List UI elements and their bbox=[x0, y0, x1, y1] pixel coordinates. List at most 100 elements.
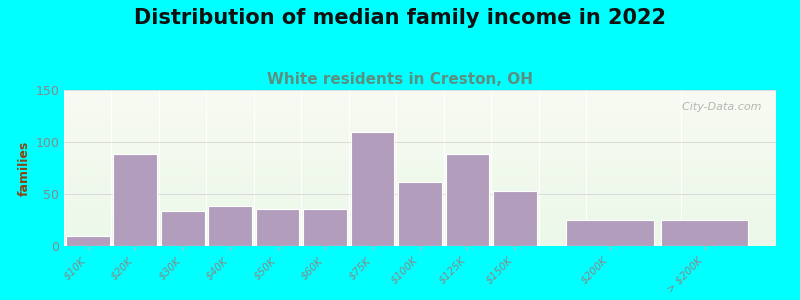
Text: White residents in Creston, OH: White residents in Creston, OH bbox=[267, 72, 533, 87]
Bar bbox=[64, 126, 776, 128]
Bar bbox=[64, 92, 776, 93]
Bar bbox=[64, 187, 776, 188]
Bar bbox=[64, 218, 776, 220]
Bar bbox=[64, 177, 776, 179]
Bar bbox=[446, 154, 490, 246]
Bar bbox=[64, 151, 776, 152]
Bar bbox=[64, 132, 776, 134]
Bar bbox=[64, 140, 776, 142]
Bar bbox=[64, 224, 776, 226]
Bar bbox=[64, 129, 776, 130]
Bar bbox=[64, 167, 776, 168]
Bar bbox=[208, 206, 252, 246]
Bar bbox=[64, 232, 776, 233]
Bar bbox=[64, 162, 776, 163]
Bar bbox=[64, 221, 776, 223]
Bar bbox=[64, 93, 776, 95]
Bar bbox=[64, 194, 776, 196]
Bar bbox=[64, 112, 776, 113]
Bar bbox=[64, 169, 776, 171]
Bar bbox=[64, 95, 776, 96]
Bar bbox=[64, 199, 776, 201]
Bar bbox=[64, 168, 776, 170]
Bar bbox=[64, 154, 776, 155]
Bar bbox=[64, 240, 776, 241]
Bar bbox=[64, 182, 776, 184]
Bar bbox=[64, 135, 776, 137]
Bar bbox=[64, 152, 776, 154]
Bar bbox=[303, 208, 347, 246]
Bar bbox=[64, 120, 776, 121]
Bar bbox=[64, 157, 776, 159]
Bar bbox=[64, 201, 776, 202]
Bar bbox=[64, 176, 776, 177]
Bar bbox=[64, 193, 776, 194]
Text: Distribution of median family income in 2022: Distribution of median family income in … bbox=[134, 8, 666, 28]
Bar bbox=[64, 103, 776, 104]
Bar bbox=[64, 143, 776, 145]
Bar bbox=[256, 208, 299, 246]
Bar bbox=[64, 159, 776, 160]
Bar bbox=[64, 110, 776, 112]
Bar bbox=[64, 226, 776, 227]
Bar bbox=[161, 211, 205, 246]
Bar bbox=[64, 181, 776, 182]
Bar bbox=[64, 244, 776, 246]
Bar bbox=[64, 101, 776, 103]
Bar bbox=[64, 113, 776, 115]
Bar bbox=[64, 188, 776, 190]
Bar bbox=[64, 235, 776, 237]
Bar bbox=[64, 163, 776, 165]
Bar bbox=[64, 124, 776, 126]
Bar bbox=[64, 149, 776, 151]
Bar bbox=[64, 208, 776, 210]
Y-axis label: families: families bbox=[18, 140, 31, 196]
Bar bbox=[64, 185, 776, 187]
Bar bbox=[64, 145, 776, 146]
Bar bbox=[64, 204, 776, 206]
Bar bbox=[64, 137, 776, 138]
Bar bbox=[64, 220, 776, 221]
Bar bbox=[64, 104, 776, 106]
Bar bbox=[64, 174, 776, 176]
Text: City-Data.com: City-Data.com bbox=[675, 103, 762, 112]
Bar bbox=[64, 171, 776, 173]
Bar bbox=[64, 233, 776, 235]
Bar bbox=[64, 90, 776, 92]
Bar bbox=[64, 216, 776, 218]
Bar bbox=[64, 243, 776, 244]
Bar bbox=[64, 99, 776, 101]
Bar bbox=[64, 115, 776, 116]
Bar bbox=[64, 118, 776, 120]
Bar bbox=[64, 202, 776, 204]
Bar bbox=[64, 123, 776, 124]
Bar bbox=[661, 220, 749, 246]
Bar bbox=[398, 182, 442, 246]
Bar bbox=[64, 191, 776, 193]
Bar bbox=[566, 220, 654, 246]
Bar bbox=[64, 223, 776, 224]
Bar bbox=[64, 138, 776, 140]
Bar bbox=[64, 238, 776, 240]
Bar bbox=[64, 207, 776, 208]
Bar bbox=[493, 191, 537, 246]
Bar bbox=[64, 179, 776, 181]
Bar bbox=[64, 142, 776, 143]
Bar bbox=[64, 106, 776, 107]
Bar bbox=[64, 210, 776, 212]
Bar bbox=[64, 146, 776, 148]
Bar bbox=[64, 237, 776, 238]
Bar bbox=[64, 148, 776, 149]
Bar bbox=[64, 227, 776, 229]
Bar bbox=[64, 128, 776, 129]
Bar bbox=[64, 212, 776, 213]
Bar bbox=[64, 173, 776, 174]
Bar bbox=[64, 196, 776, 198]
Bar bbox=[64, 98, 776, 99]
Bar bbox=[64, 155, 776, 157]
Bar bbox=[64, 121, 776, 123]
Bar bbox=[64, 165, 776, 166]
Bar bbox=[64, 241, 776, 243]
Bar bbox=[64, 109, 776, 110]
Bar bbox=[64, 130, 776, 132]
